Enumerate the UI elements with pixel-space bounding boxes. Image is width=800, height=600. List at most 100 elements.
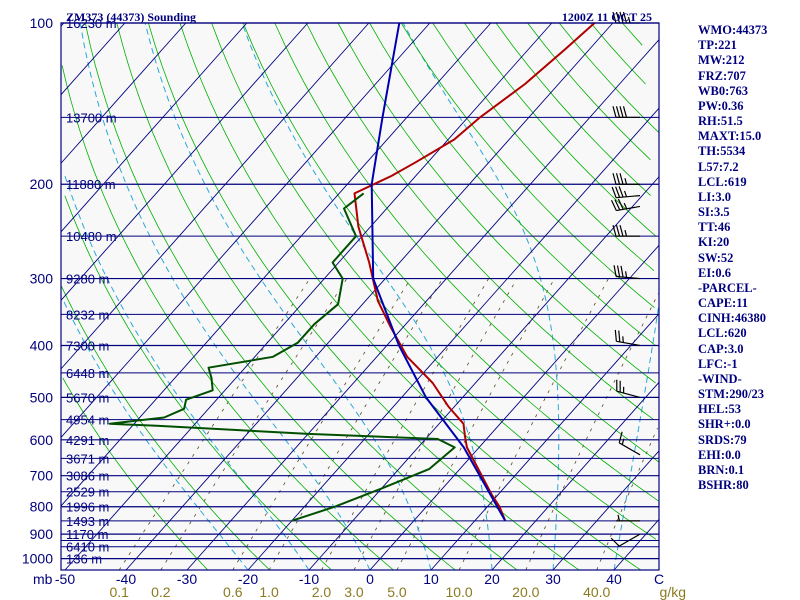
- dry-adiabat-line: [495, 22, 651, 196]
- isotherm-line: [552, 450, 660, 571]
- wind-barb: [611, 186, 641, 199]
- height-label: 7300 m: [66, 338, 109, 353]
- wind-barb-staff: [616, 275, 641, 280]
- height-label: 4954 m: [66, 413, 109, 428]
- height-label: 11880 m: [66, 177, 116, 192]
- pressure-tick-label: 900: [30, 526, 54, 542]
- mixing-ratio-line: [268, 278, 443, 571]
- temperature-tick-label: 20: [484, 571, 500, 587]
- height-label: 9280 m: [66, 272, 109, 287]
- index-item: L57:7.2: [698, 159, 739, 174]
- station-title: ZM373 (44373) Sounding: [66, 10, 196, 24]
- height-label: 16230 m: [66, 16, 117, 31]
- index-item: CAPE:11: [698, 296, 748, 311]
- wind-barb-staff: [616, 194, 641, 199]
- mixing-ratio-label: 1.0: [259, 584, 279, 600]
- index-item: -PARCEL-: [698, 280, 757, 295]
- isotherm-line: [60, 22, 187, 164]
- height-label: 8232 m: [66, 307, 109, 322]
- wind-barb: [616, 514, 640, 522]
- mixing-ratio-unit-label: g/kg: [660, 584, 686, 600]
- wind-barb-half-flag: [617, 514, 621, 521]
- dry-adiabat-line: [242, 22, 659, 502]
- index-item: KI:20: [698, 235, 730, 250]
- pressure-tick-label: 600: [30, 432, 54, 448]
- index-item: TT:46: [698, 220, 731, 235]
- index-item: HEL:53: [698, 402, 742, 417]
- temperature-tick-label: 40: [606, 571, 622, 587]
- wind-barb-flag: [615, 173, 621, 185]
- index-item: LI:3.0: [698, 189, 731, 204]
- isotherm-line: [125, 22, 614, 571]
- wind-barb-half-flag: [624, 271, 628, 278]
- pressure-tick-label: 800: [30, 499, 54, 515]
- isotherm-line: [60, 22, 370, 370]
- wind-barb-staff: [618, 533, 641, 547]
- dry-adiabat-line: [84, 22, 456, 571]
- height-label: 13700 m: [66, 110, 117, 125]
- index-item: SHR+:0.0: [698, 417, 751, 432]
- temperature-tick-label: 10: [423, 571, 439, 587]
- wind-barb-staff: [616, 340, 641, 347]
- parcel-path-line: [370, 22, 507, 522]
- wind-barb-flag: [611, 186, 617, 198]
- wind-barb-flag: [615, 106, 621, 118]
- height-label: 6448 m: [66, 366, 109, 381]
- dry-adiabat-line: [590, 22, 646, 85]
- index-item: BRN:0.1: [698, 462, 745, 477]
- wind-barb-half-flag: [624, 230, 628, 237]
- isotherm-line: [613, 519, 660, 571]
- dry-adiabat-line: [116, 22, 518, 571]
- mixing-ratio-label: 20.0: [512, 584, 539, 600]
- height-label: 1996 m: [66, 500, 109, 515]
- index-item: RH:51.5: [698, 114, 743, 129]
- index-item: TH:5534: [698, 144, 746, 159]
- pressure-tick-label: 100: [30, 15, 54, 31]
- wind-barb: [610, 198, 641, 212]
- dry-adiabat-line: [464, 22, 657, 237]
- wind-barb: [610, 533, 641, 547]
- isotherm-line: [60, 22, 431, 438]
- wind-barb: [612, 106, 640, 118]
- wind-barb-flag: [612, 224, 617, 237]
- temperature-tick-label: -30: [177, 571, 197, 587]
- wind-barb: [616, 379, 641, 398]
- wind-barb-half-flag: [624, 178, 628, 185]
- dry-adiabat-line: [148, 22, 580, 571]
- wind-barb-flag: [619, 11, 624, 24]
- dry-adiabat-line: [274, 22, 660, 463]
- dry-adiabat-line: [622, 22, 643, 46]
- wind-barb-flag: [618, 431, 623, 443]
- index-item: SI:3.5: [698, 205, 730, 220]
- index-item: MW:212: [698, 53, 745, 68]
- wind-barb-flag: [612, 106, 617, 118]
- index-item: TP:221: [698, 38, 737, 53]
- height-label: 3671 m: [66, 451, 109, 466]
- isotherm-line: [186, 39, 660, 571]
- wind-barb-flag: [619, 106, 624, 118]
- moist-adiabat-line: [144, 22, 432, 571]
- isotherm-line: [430, 313, 660, 571]
- pressure-tick-label: 300: [30, 271, 54, 287]
- mixing-ratio-line: [458, 278, 609, 571]
- wind-barb: [613, 265, 641, 280]
- pressure-tick-label: 700: [30, 468, 54, 484]
- index-item: CINH:46380: [698, 311, 767, 326]
- height-label: 2529 m: [66, 485, 109, 500]
- temperature-tick-label: -40: [116, 571, 136, 587]
- index-item: LCL:619: [698, 174, 747, 189]
- wind-barb-half-flag: [621, 438, 625, 445]
- wind-barb-flag: [622, 106, 628, 118]
- isotherm-line: [247, 107, 660, 571]
- wind-barbs: [610, 11, 641, 547]
- pressure-tick-label: 500: [30, 389, 54, 405]
- dry-adiabat-line: [211, 22, 657, 540]
- mixing-ratio-line: [525, 293, 659, 571]
- wind-barb-flag: [614, 199, 621, 211]
- mixing-ratio-label: 0.6: [223, 584, 243, 600]
- dry-adiabat-line: [61, 65, 394, 571]
- wind-barb-flag: [613, 265, 617, 277]
- temperature-profile-line: [353, 22, 596, 522]
